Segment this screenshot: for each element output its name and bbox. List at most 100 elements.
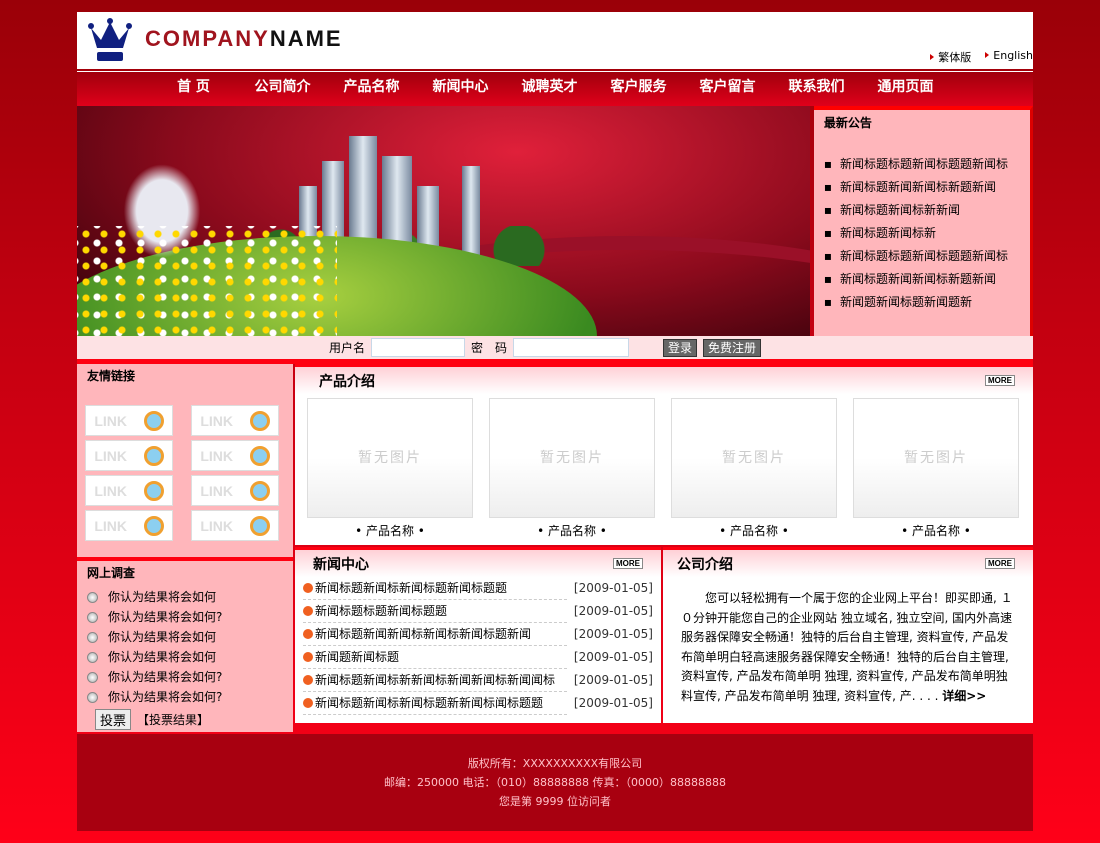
poll-option[interactable]: 你认为结果将会如何? (77, 667, 293, 687)
radio-icon[interactable] (87, 651, 98, 663)
news-more-button[interactable]: MORE (613, 558, 643, 569)
register-button[interactable]: 免费注册 (703, 338, 762, 357)
link-banner[interactable]: LINK (191, 475, 279, 506)
nav-guestbook[interactable]: 客户留言 (699, 79, 756, 95)
products-more-button[interactable]: MORE (985, 375, 1015, 386)
news-item[interactable]: 新闻题新闻标题 [2009-01-05] (303, 646, 653, 669)
nav-about[interactable]: 公司简介 (254, 79, 311, 95)
magnifier-icon (143, 480, 164, 501)
nav-general[interactable]: 通用页面 (877, 79, 934, 95)
news-item-text: 新闻标题新闻新闻标新闻标新闻标题新闻 (315, 627, 532, 641)
radio-icon[interactable] (87, 631, 98, 643)
notice-item[interactable]: 新闻标题新闻新闻标新题新闻 (824, 268, 1020, 291)
link-banner[interactable]: LINK (191, 405, 279, 436)
lang-english-link[interactable]: English (985, 49, 1033, 65)
link-banner[interactable]: LINK (191, 510, 279, 541)
intro-text: 您可以轻松拥有一个属于您的企业网上平台！即买即通, １０分钟开能您自己的企业网站… (681, 591, 1013, 703)
link-banner[interactable]: LINK (85, 440, 173, 471)
news-item-text: 新闻题新闻标题 (315, 650, 400, 664)
password-input[interactable] (513, 338, 630, 357)
banner-row: 最新公告 新闻标题标题新闻标题题新闻标 新闻标题新闻新闻标新题新闻 新闻标题新闻… (77, 106, 1033, 336)
lang-traditional-link[interactable]: 繁体版 (930, 49, 971, 65)
poll-option-label: 你认为结果将会如何? (108, 610, 223, 624)
news-section: 新闻中心 MORE 新闻标题新闻标新闻标题新闻标题题 [2009-01-05] 新闻标… (295, 547, 661, 723)
notice-panel: 最新公告 新闻标题标题新闻标题题新闻标 新闻标题新闻新闻标新题新闻 新闻标题新闻… (813, 106, 1033, 336)
nav-news[interactable]: 新闻中心 (432, 79, 489, 95)
username-input[interactable] (371, 338, 466, 357)
notice-item[interactable]: 新闻标题新闻新闻标新题新闻 (824, 176, 1020, 199)
magnifier-icon (249, 410, 270, 431)
product-card[interactable]: 暂无图片 • 产品名称 • (671, 398, 837, 539)
footer-copyright: 版权所有：XXXXXXXXXX有限公司 (467, 757, 643, 770)
news-item-title[interactable]: 新闻题新闻标题 (303, 646, 567, 669)
news-item-text: 新闻标题新闻标新新闻标新闻新闻标新闻闻标 (315, 673, 556, 687)
company-logo[interactable]: COMPANYNAME (145, 26, 343, 52)
login-button[interactable]: 登录 (663, 338, 698, 357)
notice-item[interactable]: 新闻标题标题新闻标题题新闻标 (824, 245, 1020, 268)
notice-title: 最新公告 (823, 116, 872, 130)
notice-item[interactable]: 新闻标题新闻标新 (824, 222, 1020, 245)
product-card[interactable]: 暂无图片 • 产品名称 • (853, 398, 1019, 539)
poll-results-link[interactable]: 【投票结果】 (137, 713, 210, 727)
intro-detail-link[interactable]: 详细>> (942, 688, 987, 703)
link-banner[interactable]: LINK (191, 440, 279, 471)
nav-service[interactable]: 客户服务 (610, 79, 667, 95)
notice-item[interactable]: 新闻标题标题新闻标题题新闻标 (824, 153, 1020, 176)
link-text: LINK (94, 447, 127, 464)
link-banner[interactable]: LINK (85, 405, 173, 436)
product-name[interactable]: • 产品名称 • (537, 524, 607, 538)
banner-image (77, 106, 810, 336)
news-item[interactable]: 新闻标题新闻新闻标新闻标新闻标题新闻 [2009-01-05] (303, 623, 653, 646)
news-item-date: [2009-01-05] (573, 627, 653, 641)
nav-products[interactable]: 产品名称 (343, 79, 400, 95)
radio-icon[interactable] (87, 671, 98, 683)
bullet-arrow-icon (303, 606, 313, 616)
poll-option[interactable]: 你认为结果将会如何 (77, 647, 293, 667)
news-title: 新闻中心 (313, 556, 369, 573)
product-name[interactable]: • 产品名称 • (901, 524, 971, 538)
divider (77, 557, 293, 561)
news-item[interactable]: 新闻标题新闻标新新闻标新闻新闻标新闻闻标 [2009-01-05] (303, 669, 653, 692)
news-item-title[interactable]: 新闻标题标题新闻标题题 (303, 600, 567, 623)
footer-contact: 邮编：250000 电话：（010）88888888 传真：（0000）8888… (384, 776, 726, 789)
banner-building (417, 186, 439, 256)
product-card[interactable]: 暂无图片 • 产品名称 • (307, 398, 473, 539)
poll-option-label: 你认为结果将会如何 (108, 630, 217, 644)
product-name[interactable]: • 产品名称 • (355, 524, 425, 538)
radio-icon[interactable] (87, 591, 98, 603)
friend-links-title: 友情链接 (87, 369, 136, 383)
news-item[interactable]: 新闻标题新闻标新闻标题新新闻标闻标题题 [2009-01-05] (303, 692, 653, 715)
poll-option[interactable]: 你认为结果将会如何? (77, 607, 293, 627)
product-card[interactable]: 暂无图片 • 产品名称 • (489, 398, 655, 539)
link-banner[interactable]: LINK (85, 510, 173, 541)
radio-icon[interactable] (87, 611, 98, 623)
poll-title: 网上调查 (87, 566, 136, 580)
nav-jobs[interactable]: 诚聘英才 (521, 79, 578, 95)
notice-item[interactable]: 新闻标题新闻标新新闻 (824, 199, 1020, 222)
vote-button[interactable]: 投票 (95, 709, 132, 730)
divider (77, 359, 1033, 364)
news-item[interactable]: 新闻标题标题新闻标题题 [2009-01-05] (303, 600, 653, 623)
radio-icon[interactable] (87, 691, 98, 703)
intro-more-button[interactable]: MORE (985, 558, 1015, 569)
notice-item[interactable]: 新闻题新闻标题新闻题新 (824, 291, 1020, 314)
nav-home[interactable]: 首 页 (177, 79, 210, 95)
product-name[interactable]: • 产品名称 • (719, 524, 789, 538)
bullet-arrow-icon (303, 629, 313, 639)
logo-text-name: NAME (269, 26, 343, 51)
magnifier-icon (249, 480, 270, 501)
news-item[interactable]: 新闻标题新闻标新闻标题新闻标题题 [2009-01-05] (303, 577, 653, 600)
news-item-title[interactable]: 新闻标题新闻标新闻标题新闻标题题 (303, 577, 567, 600)
poll-option[interactable]: 你认为结果将会如何 (77, 627, 293, 647)
nav-contact[interactable]: 联系我们 (788, 79, 845, 95)
news-item-title[interactable]: 新闻标题新闻新闻标新闻标新闻标题新闻 (303, 623, 567, 646)
poll-option[interactable]: 你认为结果将会如何 (77, 587, 293, 607)
news-item-title[interactable]: 新闻标题新闻标新新闻标新闻新闻标新闻闻标 (303, 669, 567, 692)
news-item-date: [2009-01-05] (573, 604, 653, 618)
link-banner[interactable]: LINK (85, 475, 173, 506)
news-item-title[interactable]: 新闻标题新闻标新闻标题新新闻标闻标题题 (303, 692, 567, 715)
link-text: LINK (200, 412, 233, 429)
poll-option-label: 你认为结果将会如何? (108, 690, 223, 704)
bullet-arrow-icon (303, 652, 313, 662)
poll-option[interactable]: 你认为结果将会如何? (77, 687, 293, 707)
